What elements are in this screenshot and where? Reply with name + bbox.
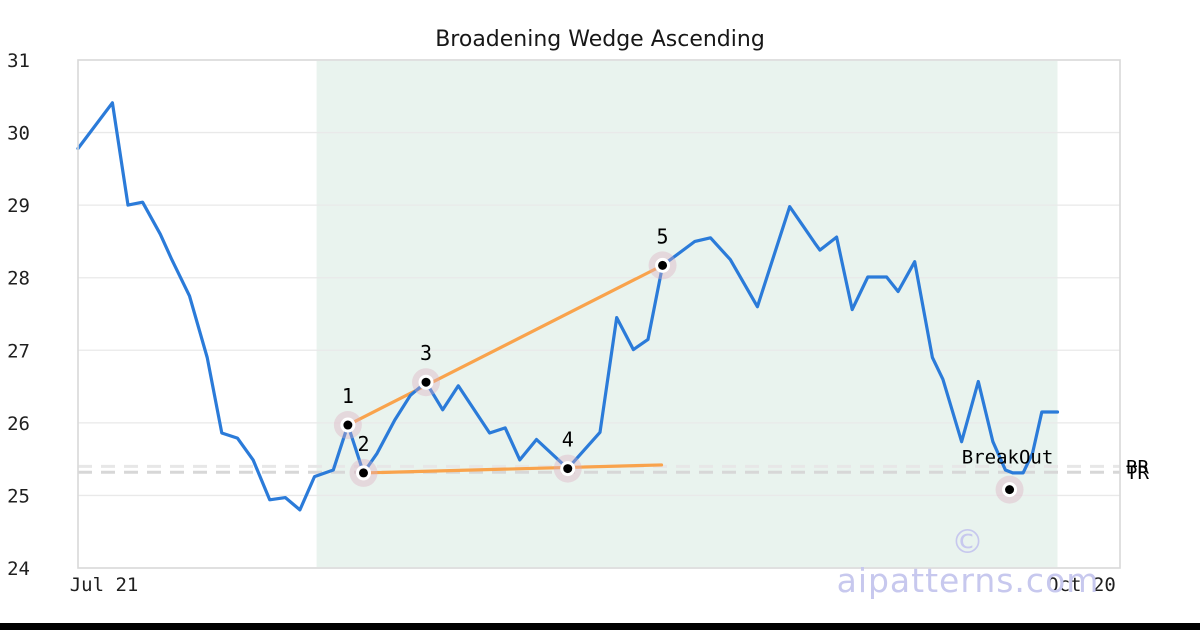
price-line xyxy=(76,101,1060,512)
y-tick-label-26: 26 xyxy=(7,413,30,435)
pattern-label-1: 1 xyxy=(342,384,354,408)
trendline-lower xyxy=(361,463,664,475)
pattern-marker-1-dot xyxy=(343,420,353,430)
y-tick-label-27: 27 xyxy=(7,340,30,362)
breakout-marker-dot xyxy=(1005,485,1015,495)
pattern-label-4: 4 xyxy=(562,428,574,452)
x-tick-label-0: Jul 21 xyxy=(70,574,139,596)
y-tick-label-28: 28 xyxy=(7,268,30,290)
pattern-highlight-region xyxy=(316,61,1058,567)
trendline-upper xyxy=(346,263,665,427)
pattern-label-3: 3 xyxy=(420,341,432,365)
footer-bar xyxy=(0,623,1200,630)
pattern-label-2: 2 xyxy=(357,432,369,456)
y-tick-label-29: 29 xyxy=(7,195,30,217)
y-tick-label-30: 30 xyxy=(7,123,30,145)
plot-border xyxy=(77,59,1121,569)
pattern-marker-4-dot xyxy=(563,464,573,474)
pattern-marker-5-dot xyxy=(658,260,668,270)
chart-title: Broadening Wedge Ascending xyxy=(435,27,765,52)
y-tick-label-24: 24 xyxy=(7,558,30,580)
y-tick-label-25: 25 xyxy=(7,485,30,507)
watermark-text: © aipatterns.com xyxy=(836,522,1100,600)
pattern-label-5: 5 xyxy=(657,224,669,248)
level-label-tr: TR xyxy=(1126,462,1149,484)
x-tick-label-1: Oct 20 xyxy=(1047,574,1116,596)
breakout-label: BreakOut xyxy=(962,447,1054,469)
level-label-br: BR xyxy=(1126,456,1149,478)
y-tick-label-31: 31 xyxy=(7,50,30,72)
pattern-marker-2-dot xyxy=(359,468,369,478)
pattern-marker-3-dot xyxy=(421,377,431,387)
